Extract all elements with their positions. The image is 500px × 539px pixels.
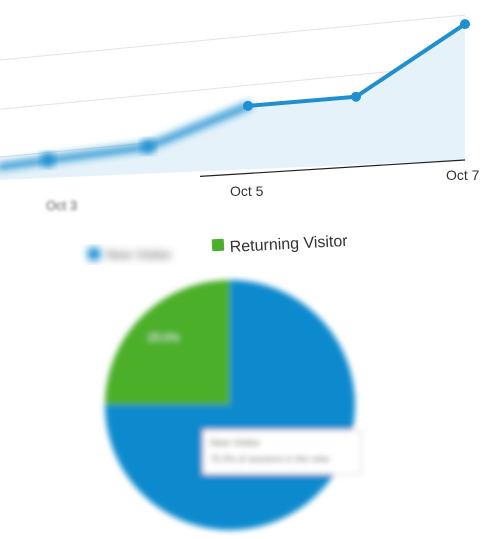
data-point[interactable] [141, 139, 155, 154]
series-segment [246, 94, 358, 108]
x-tick-label: Oct 5 [230, 183, 264, 199]
sessions-area-chart: Oct 5 Oct 7 Oct 3 [0, 14, 480, 213]
area-fill [0, 24, 465, 180]
data-points [41, 19, 470, 167]
grid-line [0, 63, 466, 110]
pie-slice[interactable] [105, 280, 230, 405]
x-tick-labels: Oct 5 Oct 7 [230, 167, 480, 199]
grid-line [0, 14, 466, 61]
legend-item-returning-visitor[interactable]: Returning Visitor [211, 233, 349, 256]
data-point[interactable] [460, 19, 470, 30]
series-segment [144, 102, 252, 150]
pie-legend: New Visitor Returning Visitor [88, 233, 349, 262]
legend-label-new-visitor: New Visitor [106, 247, 172, 262]
legend-item-new-visitor[interactable]: New Visitor [88, 247, 172, 262]
data-point[interactable] [41, 152, 55, 167]
pie-slices [105, 280, 355, 530]
legend-swatch-returning-visitor [211, 238, 225, 252]
tooltip-detail: 75.0% of sessions in this view [210, 454, 330, 464]
series-segment [0, 156, 52, 170]
series-segment [44, 142, 152, 164]
series-line [246, 22, 467, 108]
x-axis [199, 159, 466, 177]
x-tick-label-blurred: Oct 3 [46, 198, 77, 213]
x-tick-label: Oct 7 [446, 167, 480, 183]
pie-tooltip: New Visitor 75.0% of sessions in this vi… [202, 429, 362, 475]
data-point[interactable] [243, 100, 253, 111]
tooltip-title: New Visitor [210, 438, 261, 449]
visitor-pie-chart: 25.0% New Visitor 75.0% of sessions in t… [105, 280, 362, 530]
legend-swatch-new-visitor [88, 248, 100, 260]
series-line-blurred-part [0, 102, 252, 170]
pie-slice-label-returning: 25.0% [148, 332, 179, 344]
data-point[interactable] [351, 91, 361, 102]
legend-label-returning-visitor: Returning Visitor [229, 233, 348, 256]
series-segment [354, 22, 467, 99]
